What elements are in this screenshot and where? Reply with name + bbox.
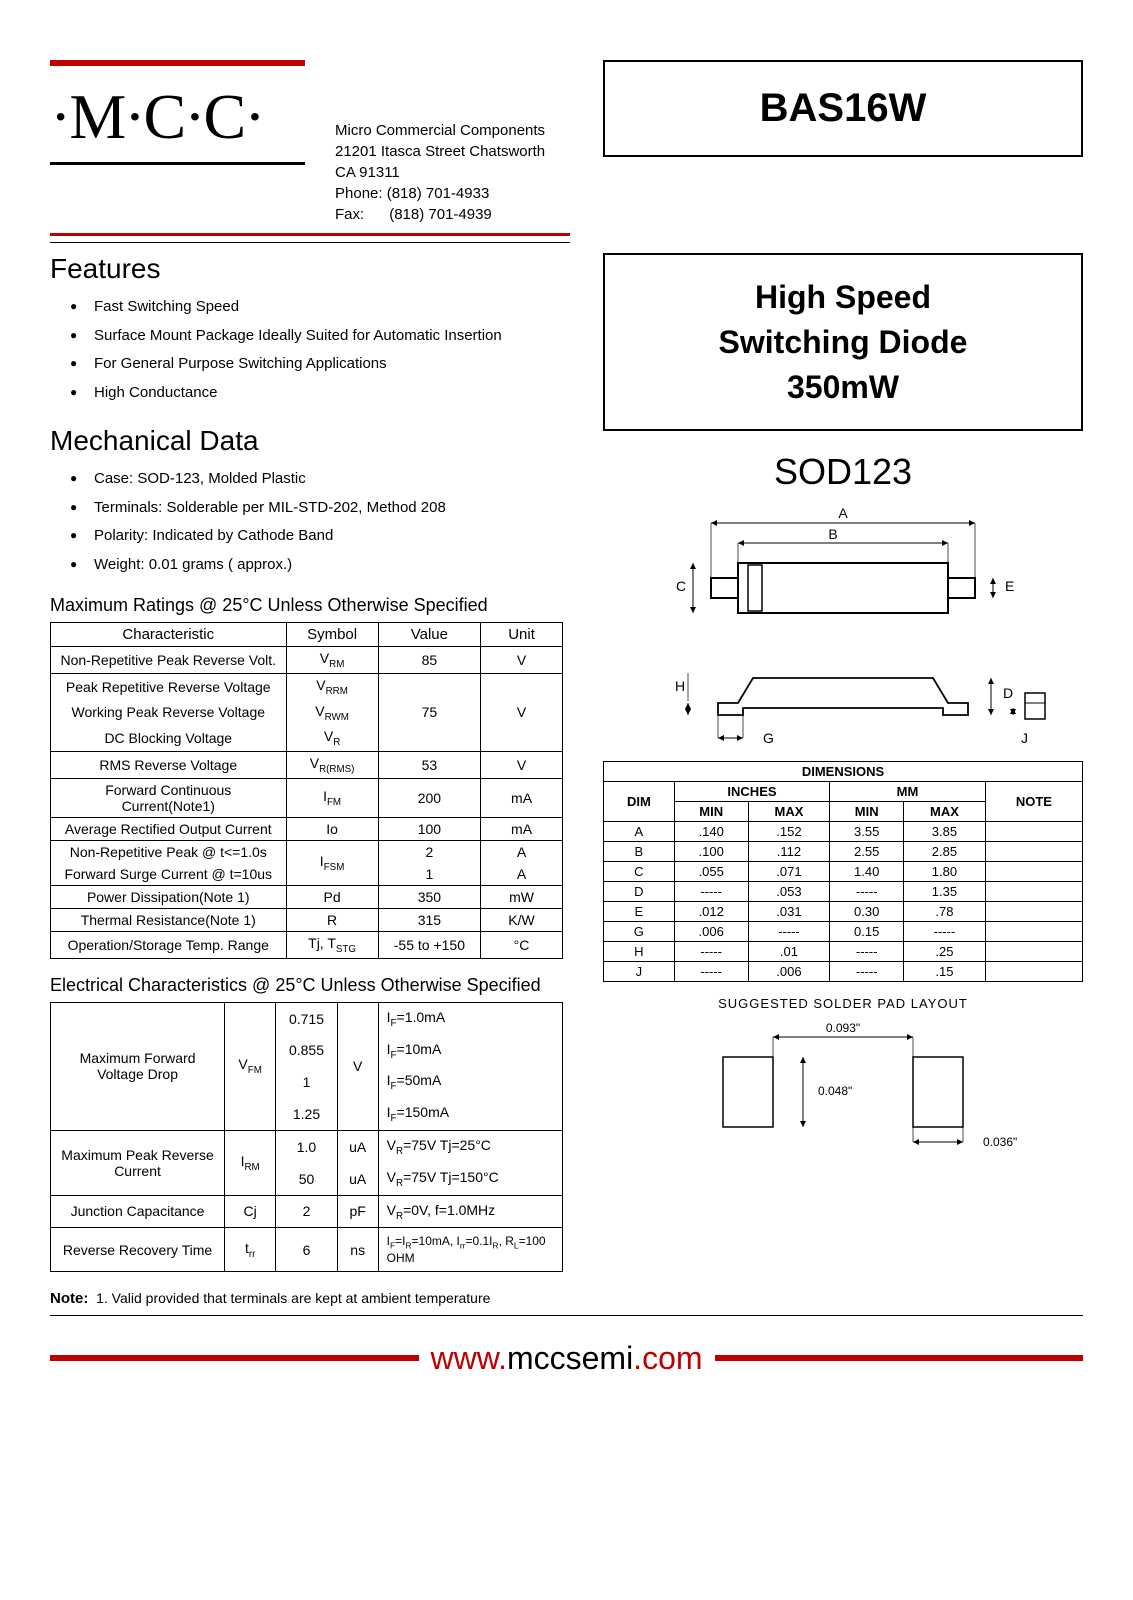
feature-item: High Conductance <box>70 379 563 408</box>
solder-title: SUGGESTED SOLDER PAD LAYOUT <box>603 996 1083 1011</box>
mech-item: Terminals: Solderable per MIL-STD-202, M… <box>70 494 563 523</box>
table-row: H-----.01-----.25 <box>604 942 1083 962</box>
table-row: Junction Capacitance Cj 2 pF VR=0V, f=1.… <box>51 1195 563 1228</box>
electrical-title: Electrical Characteristics @ 25°C Unless… <box>50 975 563 996</box>
col-value: Value <box>378 623 480 647</box>
svg-text:0.036": 0.036" <box>983 1135 1017 1149</box>
svg-text:0.093": 0.093" <box>826 1021 860 1035</box>
table-row: Reverse Recovery Time trr 6 ns IF=IR=10m… <box>51 1228 563 1271</box>
footer-bar-left <box>50 1355 419 1361</box>
svg-text:J: J <box>1021 730 1028 746</box>
svg-text:0.048": 0.048" <box>818 1084 852 1098</box>
table-row: RMS Reverse VoltageVR(RMS)53V <box>51 752 563 779</box>
mechanical-list: Case: SOD-123, Molded Plastic Terminals:… <box>70 465 563 579</box>
footer: www.mccsemi.com <box>50 1340 1083 1377</box>
desc-line1: High Speed <box>625 275 1061 320</box>
logo-black-bar <box>50 162 305 165</box>
table-row: Non-Repetitive Peak Reverse Volt.VRM85V <box>51 647 563 674</box>
package-title: SOD123 <box>603 451 1083 493</box>
note-label: Note: <box>50 1290 88 1307</box>
col-characteristic: Characteristic <box>51 623 287 647</box>
svg-text:C: C <box>676 578 686 594</box>
table-row: G.006-----0.15----- <box>604 922 1083 942</box>
logo-red-bar <box>50 60 305 66</box>
note-line: Note: 1. Valid provided that terminals a… <box>50 1290 1083 1307</box>
mech-item: Weight: 0.01 grams ( approx.) <box>70 551 563 580</box>
table-row: C.055.0711.401.80 <box>604 862 1083 882</box>
table-row: Operation/Storage Temp. RangeTj, TSTG-55… <box>51 931 563 958</box>
table-row: Maximum Forward Voltage Drop VFM 0.715 V… <box>51 1002 563 1034</box>
description-box: High Speed Switching Diode 350mW <box>603 253 1083 431</box>
desc-line2: Switching Diode <box>625 320 1061 365</box>
dims-title-row: DIMENSIONS <box>604 762 1083 782</box>
fax-line: Fax: (818) 701-4939 <box>335 204 545 225</box>
note-text: 1. Valid provided that terminals are kep… <box>96 1290 490 1306</box>
black-divider <box>50 242 570 243</box>
table-header-row: Characteristic Symbol Value Unit <box>51 623 563 647</box>
table-row: Non-Repetitive Peak @ t<=1.0s IFSM 2 A <box>51 840 563 863</box>
svg-text:G: G <box>763 730 774 746</box>
electrical-table: Maximum Forward Voltage Drop VFM 0.715 V… <box>50 1002 563 1272</box>
mechanical-title: Mechanical Data <box>50 425 563 457</box>
table-row: Maximum Peak Reverse Current IRM 1.0 uA … <box>51 1130 563 1162</box>
svg-text:E: E <box>1005 578 1014 594</box>
desc-line3: 350mW <box>625 365 1061 410</box>
footer-url: www.mccsemi.com <box>431 1340 703 1377</box>
table-row: Power Dissipation(Note 1)Pd350mW <box>51 885 563 908</box>
package-diagram: A B C E H D G <box>633 503 1053 753</box>
max-ratings-table: Characteristic Symbol Value Unit Non-Rep… <box>50 622 563 959</box>
address-line1: 21201 Itasca Street Chatsworth <box>335 141 545 162</box>
col-symbol: Symbol <box>286 623 378 647</box>
logo-block: ·M·C·C· <box>50 60 305 165</box>
company-name: Micro Commercial Components <box>335 120 545 141</box>
table-row: E.012.0310.30.78 <box>604 902 1083 922</box>
svg-text:H: H <box>675 678 685 694</box>
dims-header-row: DIM INCHES MM NOTE <box>604 782 1083 802</box>
mech-item: Polarity: Indicated by Cathode Band <box>70 522 563 551</box>
bottom-rule <box>50 1315 1083 1316</box>
feature-item: For General Purpose Switching Applicatio… <box>70 350 563 379</box>
mech-item: Case: SOD-123, Molded Plastic <box>70 465 563 494</box>
svg-text:A: A <box>838 505 848 521</box>
table-row: Peak Repetitive Reverse Voltage VRRM 75 … <box>51 673 563 699</box>
feature-item: Surface Mount Package Ideally Suited for… <box>70 322 563 351</box>
table-row: Thermal Resistance(Note 1)R315K/W <box>51 908 563 931</box>
footer-bar-right <box>715 1355 1084 1361</box>
svg-text:D: D <box>1003 685 1013 701</box>
table-row: J-----.006-----.15 <box>604 962 1083 982</box>
address-line2: CA 91311 <box>335 162 545 183</box>
features-title: Features <box>50 253 563 285</box>
phone-line: Phone: (818) 701-4933 <box>335 183 545 204</box>
company-info: Micro Commercial Components 21201 Itasca… <box>335 120 545 225</box>
logo-text: ·M·C·C· <box>50 80 305 154</box>
dimensions-table: DIMENSIONS DIM INCHES MM NOTE MIN MAX MI… <box>603 761 1083 982</box>
col-unit: Unit <box>481 623 563 647</box>
table-row: B.100.1122.552.85 <box>604 842 1083 862</box>
table-row: Average Rectified Output CurrentIo100mA <box>51 817 563 840</box>
part-number-box: BAS16W <box>603 60 1083 157</box>
solder-diagram: 0.093" 0.048" 0.036" <box>663 1017 1023 1157</box>
feature-item: Fast Switching Speed <box>70 293 563 322</box>
table-row: A.140.1523.553.85 <box>604 822 1083 842</box>
table-row: D-----.053-----1.35 <box>604 882 1083 902</box>
table-row: Forward Continuous Current(Note1)IFM200m… <box>51 778 563 817</box>
svg-text:B: B <box>828 526 837 542</box>
red-divider <box>50 233 570 236</box>
features-list: Fast Switching Speed Surface Mount Packa… <box>70 293 563 407</box>
max-ratings-title: Maximum Ratings @ 25°C Unless Otherwise … <box>50 595 563 616</box>
